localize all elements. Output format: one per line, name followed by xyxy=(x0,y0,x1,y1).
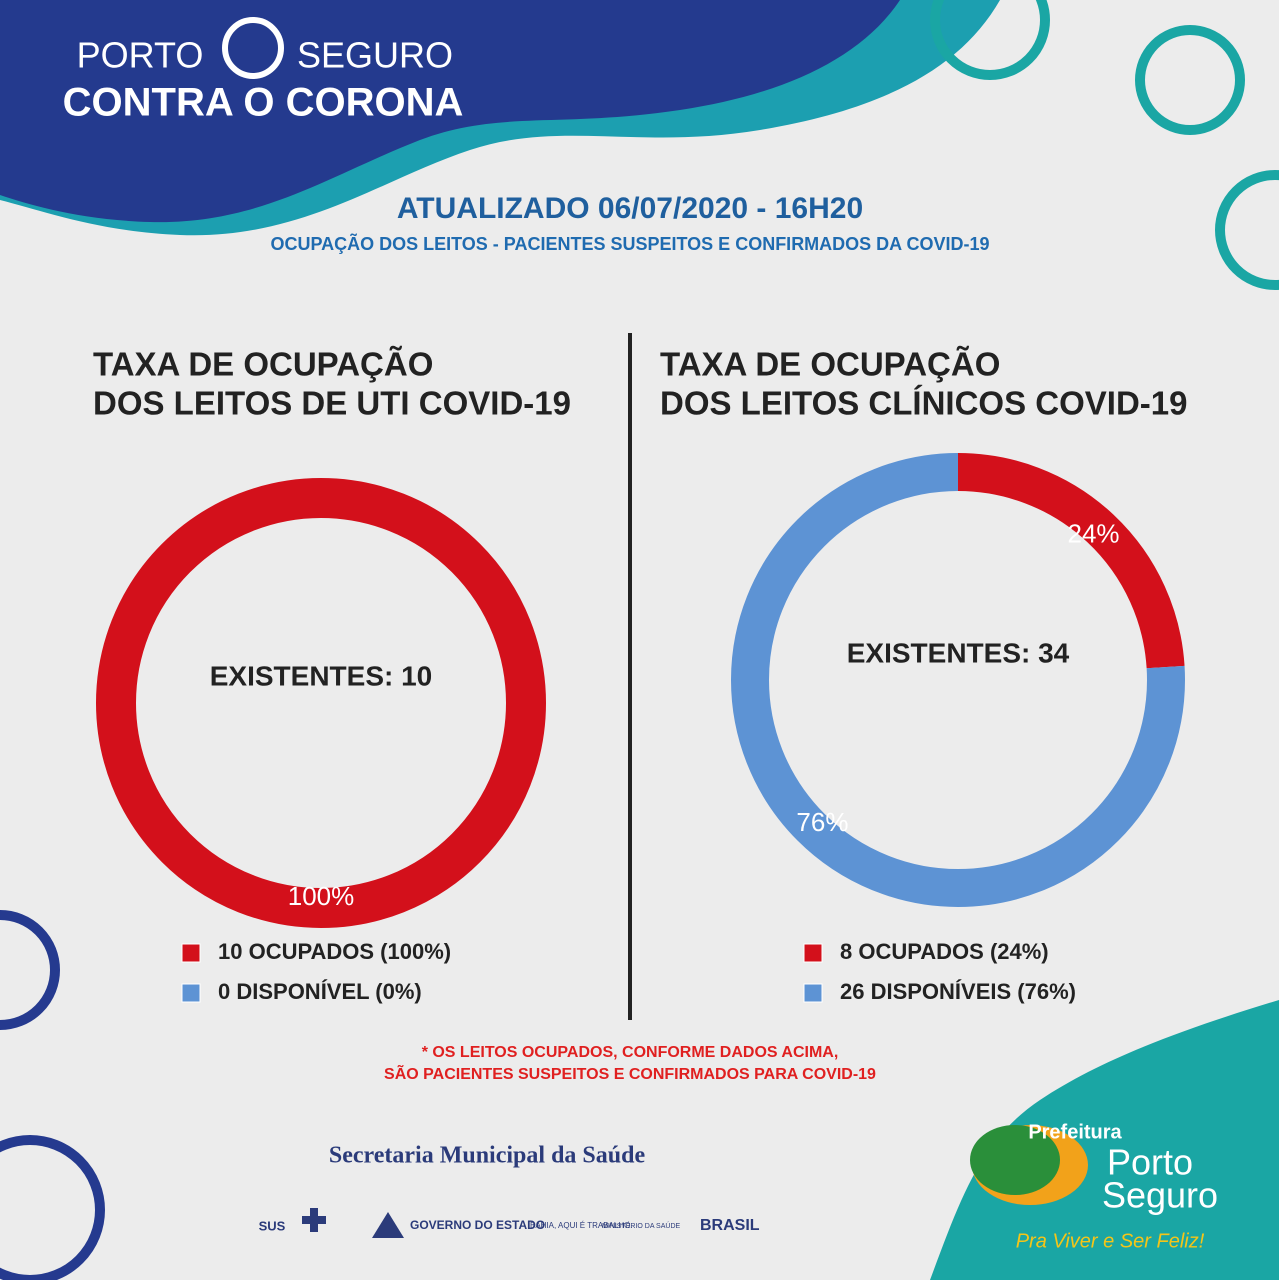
legend-marker xyxy=(181,943,201,963)
legend-entry: 26 DISPONÍVEIS (76%) xyxy=(840,979,1076,1004)
legend-marker xyxy=(181,983,201,1003)
governo-icon xyxy=(372,1212,404,1238)
slice xyxy=(96,478,546,928)
center-label: EXISTENTES: 34 xyxy=(847,637,1070,668)
secretaria: Secretaria Municipal da Saúde xyxy=(329,1143,646,1169)
slice xyxy=(731,453,1185,907)
value-label: 24% xyxy=(1068,519,1120,549)
legend-marker xyxy=(803,943,823,963)
bahia-logo: BAHIA, AQUI É TRABALHO. xyxy=(530,1221,633,1230)
brand-right: SEGURO xyxy=(297,35,453,76)
value-label: 76% xyxy=(796,807,848,837)
note: * OS LEITOS OCUPADOS, CONFORME DADOS ACI… xyxy=(422,1044,839,1061)
note: SÃO PACIENTES SUSPEITOS E CONFIRMADOS PA… xyxy=(384,1063,876,1083)
chart-subtitle: DOS LEITOS CLÍNICOS COVID-19 xyxy=(660,385,1187,422)
brand-left: PORTO xyxy=(77,35,204,76)
chart-subtitle: DOS LEITOS DE UTI COVID-19 xyxy=(93,385,571,422)
slogan: Pra Viver e Ser Feliz! xyxy=(1016,1230,1205,1252)
sus-logo: SUS xyxy=(259,1218,286,1233)
legend-entry: 10 OCUPADOS (100%) xyxy=(218,939,451,964)
virus-decoration xyxy=(930,0,1279,290)
legend-marker xyxy=(803,983,823,1003)
prefeitura-logo-shape xyxy=(970,1125,1060,1195)
center-label: EXISTENTES: 10 xyxy=(210,660,433,691)
prefeitura: Prefeitura xyxy=(1028,1121,1122,1143)
governo-logo: GOVERNO DO ESTADO xyxy=(410,1218,545,1232)
virus-logo xyxy=(222,17,284,79)
chart-title: TAXA DE OCUPAÇÃO xyxy=(93,346,433,383)
subtitle: OCUPAÇÃO DOS LEITOS - PACIENTES SUSPEITO… xyxy=(270,233,989,254)
seguro: Seguro xyxy=(1102,1175,1218,1216)
chart-title: TAXA DE OCUPAÇÃO xyxy=(660,346,1000,383)
legend-entry: 8 OCUPADOS (24%) xyxy=(840,939,1049,964)
updated: ATUALIZADO 06/07/2020 - 16H20 xyxy=(397,192,863,225)
brasil-logo: BRASIL xyxy=(700,1217,760,1234)
value-label: 100% xyxy=(288,881,355,911)
porto: Porto xyxy=(1107,1142,1193,1183)
sus-cross xyxy=(302,1208,326,1232)
footer-wave xyxy=(930,1000,1279,1280)
legend-entry: 0 DISPONÍVEL (0%) xyxy=(218,979,422,1004)
ministerio-logo: MINISTÉRIO DA SAÚDE xyxy=(602,1221,681,1230)
brand-bottom: CONTRA O CORONA xyxy=(63,81,464,125)
